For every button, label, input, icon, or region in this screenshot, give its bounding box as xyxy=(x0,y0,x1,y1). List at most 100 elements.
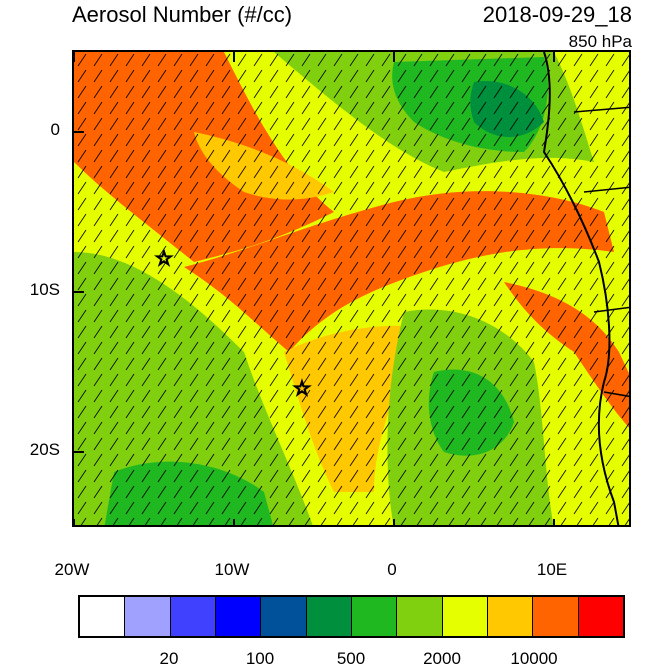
wind-barb xyxy=(445,293,455,307)
wind-barb xyxy=(269,69,279,83)
field-yellow-mid xyxy=(194,132,334,200)
wind-barb xyxy=(493,53,503,67)
wind-barb xyxy=(253,133,263,147)
wind-barb xyxy=(109,501,119,515)
wind-barb xyxy=(365,261,375,275)
wind-barb xyxy=(509,53,519,67)
wind-barb xyxy=(605,165,615,179)
wind-barb xyxy=(413,453,423,467)
wind-barb xyxy=(317,469,327,483)
wind-barb xyxy=(125,133,135,147)
wind-barb xyxy=(365,197,375,211)
wind-barb xyxy=(621,470,629,483)
wind-barb xyxy=(173,485,183,499)
wind-barb xyxy=(189,293,199,307)
wind-barb xyxy=(589,373,599,387)
wind-barb xyxy=(189,213,199,227)
wind-barb xyxy=(349,181,359,195)
wind-barb xyxy=(109,405,119,419)
wind-barb xyxy=(541,325,551,339)
wind-barb xyxy=(349,341,359,355)
colorbar-box-9 xyxy=(487,597,534,636)
wind-barb xyxy=(573,357,583,371)
wind-barb xyxy=(173,245,183,259)
wind-barb xyxy=(589,213,599,227)
wind-barb xyxy=(477,277,487,291)
wind-barb xyxy=(477,389,487,403)
wind-barb xyxy=(493,501,503,515)
wind-barb xyxy=(253,165,263,179)
wind-barb xyxy=(445,133,455,147)
wind-barb xyxy=(253,341,263,355)
wind-barb xyxy=(221,197,231,211)
wind-barb xyxy=(333,453,343,467)
wind-barb xyxy=(285,69,295,83)
wind-barb xyxy=(381,421,391,435)
wind-barb xyxy=(317,277,327,291)
wind-barb xyxy=(349,197,359,211)
wind-barb xyxy=(109,453,119,467)
wind-barb xyxy=(157,469,167,483)
wind-barb xyxy=(141,421,151,435)
wind-barb xyxy=(349,309,359,323)
wind-barb xyxy=(125,389,135,403)
wind-barb xyxy=(605,373,615,387)
wind-barb xyxy=(173,437,183,451)
wind-barb xyxy=(621,86,629,99)
wind-barb xyxy=(237,101,247,115)
wind-barb xyxy=(157,197,167,211)
wind-barb xyxy=(365,421,375,435)
wind-barb xyxy=(493,229,503,243)
wind-barb xyxy=(93,485,103,499)
wind-barb xyxy=(141,437,151,451)
wind-barb xyxy=(557,325,567,339)
wind-barb xyxy=(112,517,119,525)
wind-barb xyxy=(173,229,183,243)
wind-barb xyxy=(381,69,391,83)
wind-barb xyxy=(573,373,583,387)
wind-barb xyxy=(125,101,135,115)
wind-barb xyxy=(224,517,231,525)
wind-barb xyxy=(189,69,199,83)
wind-barb xyxy=(509,437,519,451)
wind-barb xyxy=(301,501,311,515)
colorbar-box-6 xyxy=(351,597,398,636)
wind-barb xyxy=(253,261,263,275)
wind-barb xyxy=(429,101,439,115)
field-orange-east xyxy=(504,282,629,428)
wind-barb xyxy=(93,405,103,419)
field-orange-band xyxy=(184,191,614,352)
wind-barb xyxy=(253,421,263,435)
wind-barb xyxy=(301,245,311,259)
wind-barb xyxy=(381,357,391,371)
wind-barb xyxy=(429,149,439,163)
wind-barb xyxy=(509,85,519,99)
wind-barb xyxy=(477,309,487,323)
wind-barb xyxy=(397,501,407,515)
wind-barb xyxy=(541,117,551,131)
wind-barb xyxy=(253,293,263,307)
wind-barb xyxy=(573,325,583,339)
wind-barb xyxy=(589,357,599,371)
wind-barb xyxy=(237,293,247,307)
coastline xyxy=(542,52,620,525)
wind-barb xyxy=(141,149,151,163)
wind-barb xyxy=(541,373,551,387)
wind-barb xyxy=(205,133,215,147)
wind-barb xyxy=(445,421,455,435)
x-tick-10w: 10W xyxy=(214,560,250,579)
wind-barb xyxy=(589,53,599,67)
wind-barb xyxy=(509,485,519,499)
wind-barb xyxy=(253,325,263,339)
wind-barb xyxy=(237,53,247,67)
wind-barb xyxy=(349,357,359,371)
wind-barb xyxy=(269,421,279,435)
wind-barb xyxy=(445,501,455,515)
wind-barb xyxy=(301,325,311,339)
wind-barb xyxy=(285,389,295,403)
wind-barb xyxy=(509,389,519,403)
wind-barb xyxy=(77,453,87,467)
wind-barb xyxy=(77,501,87,515)
title-left: Aerosol Number (#/cc) xyxy=(72,2,293,27)
wind-barb xyxy=(221,405,231,419)
